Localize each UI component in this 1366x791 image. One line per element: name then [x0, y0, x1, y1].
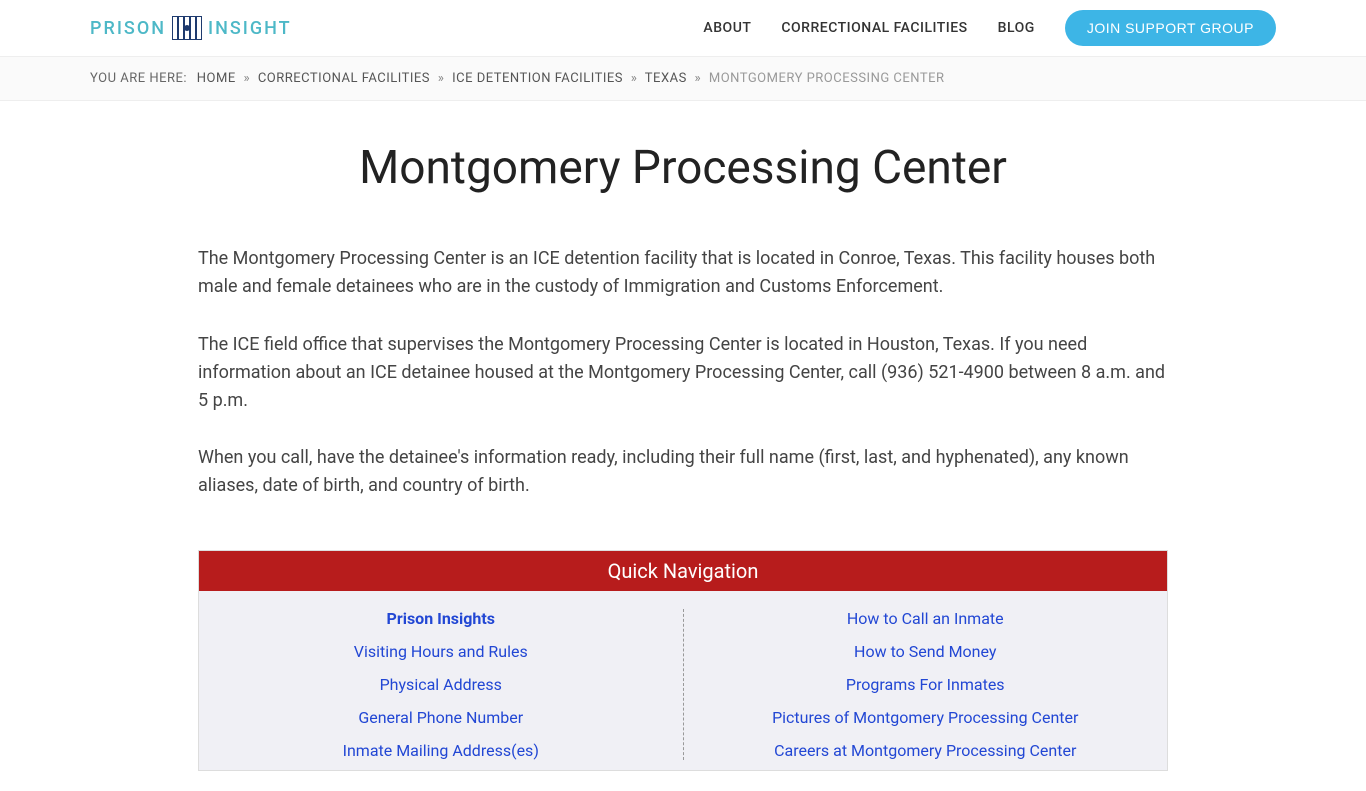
breadcrumb-sep: »: [631, 71, 638, 86]
quicknav-visiting[interactable]: Visiting Hours and Rules: [354, 642, 528, 661]
breadcrumb-home[interactable]: HOME: [197, 71, 236, 86]
quicknav-col-right: How to Call an Inmate How to Send Money …: [684, 609, 1168, 760]
breadcrumb-ice[interactable]: ICE DETENTION FACILITIES: [452, 71, 623, 86]
breadcrumb-label: YOU ARE HERE:: [90, 71, 187, 86]
intro-paragraph-2: The ICE field office that supervises the…: [198, 331, 1168, 415]
breadcrumb-sep: »: [243, 71, 250, 86]
quicknav-address[interactable]: Physical Address: [380, 675, 502, 694]
quicknav-header: Quick Navigation: [199, 551, 1167, 591]
breadcrumb-state[interactable]: TEXAS: [645, 71, 687, 86]
quicknav-mailing[interactable]: Inmate Mailing Address(es): [343, 741, 539, 760]
nav-facilities[interactable]: CORRECTIONAL FACILITIES: [781, 20, 967, 36]
logo-text-right: INSIGHT: [208, 18, 292, 39]
quick-navigation: Quick Navigation Prison Insights Visitin…: [198, 550, 1168, 771]
breadcrumb: YOU ARE HERE: HOME » CORRECTIONAL FACILI…: [0, 57, 1366, 101]
quicknav-careers[interactable]: Careers at Montgomery Processing Center: [774, 741, 1076, 760]
main-content: Montgomery Processing Center The Montgom…: [198, 101, 1168, 791]
quicknav-call[interactable]: How to Call an Inmate: [847, 609, 1004, 628]
breadcrumb-facilities[interactable]: CORRECTIONAL FACILITIES: [258, 71, 430, 86]
nav-about[interactable]: ABOUT: [703, 20, 751, 36]
quicknav-money[interactable]: How to Send Money: [854, 642, 996, 661]
intro-paragraph-3: When you call, have the detainee's infor…: [198, 444, 1168, 500]
nav-blog[interactable]: BLOG: [998, 20, 1035, 36]
breadcrumb-sep: »: [695, 71, 702, 86]
breadcrumb-sep: »: [438, 71, 445, 86]
prison-bars-icon: [172, 16, 202, 40]
quicknav-body: Prison Insights Visiting Hours and Rules…: [199, 591, 1167, 770]
quicknav-insights[interactable]: Prison Insights: [387, 609, 495, 628]
quicknav-programs[interactable]: Programs For Inmates: [846, 675, 1005, 694]
quicknav-phone[interactable]: General Phone Number: [358, 708, 523, 727]
logo-text-left: PRISON: [90, 18, 166, 39]
quicknav-pictures[interactable]: Pictures of Montgomery Processing Center: [772, 708, 1078, 727]
site-header: PRISON INSIGHT ABOUT CORRECTIONAL FACILI…: [0, 0, 1366, 57]
quicknav-col-left: Prison Insights Visiting Hours and Rules…: [199, 609, 684, 760]
intro-paragraph-1: The Montgomery Processing Center is an I…: [198, 245, 1168, 301]
main-nav: ABOUT CORRECTIONAL FACILITIES BLOG JOIN …: [703, 10, 1276, 46]
join-support-button[interactable]: JOIN SUPPORT GROUP: [1065, 10, 1276, 46]
site-logo[interactable]: PRISON INSIGHT: [90, 16, 292, 40]
breadcrumb-current: MONTGOMERY PROCESSING CENTER: [709, 71, 945, 86]
page-title: Montgomery Processing Center: [198, 141, 1168, 195]
